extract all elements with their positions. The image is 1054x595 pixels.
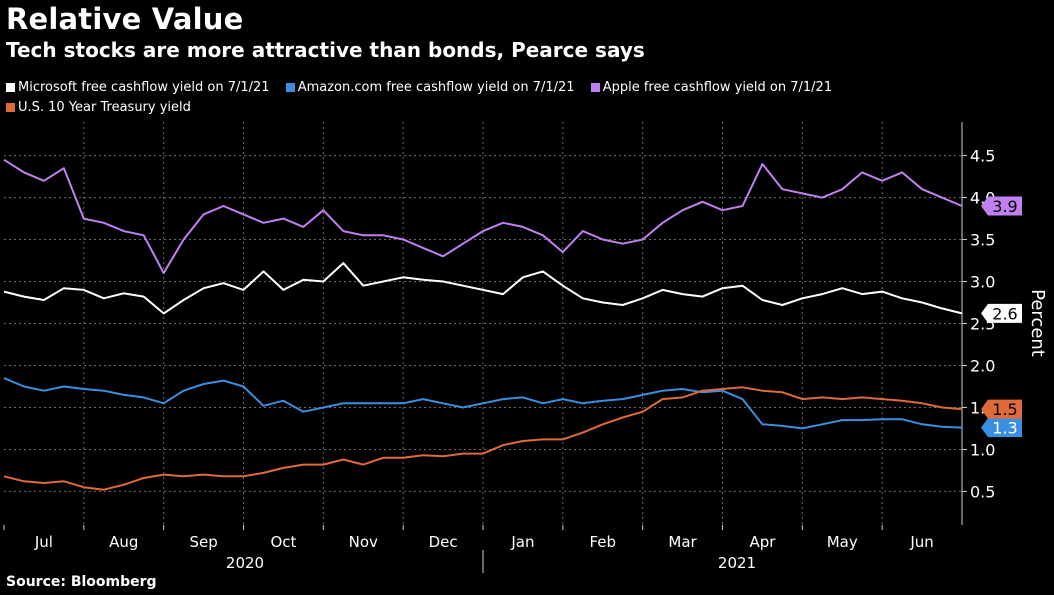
legend-item-microsoft: Microsoft free cashflow yield on 7/1/21 — [6, 78, 270, 97]
x-tick-label-nov: Nov — [349, 533, 378, 551]
end-label-tag-2 — [981, 196, 1022, 216]
end-label-value-3: 1.5 — [992, 400, 1017, 419]
end-label-value-1: 1.3 — [992, 419, 1017, 438]
x-tick-label-jun: Jun — [909, 533, 933, 551]
y-tick-label-2.0: 2.0 — [970, 356, 995, 375]
end-label-value-0: 2.6 — [992, 304, 1017, 323]
y-tick-label-3.5: 3.5 — [970, 231, 995, 250]
x-tick-label-sep: Sep — [189, 533, 217, 551]
legend-swatch-amazon — [285, 83, 295, 92]
x-year-label-2020: 2020 — [226, 554, 264, 572]
x-tick-label-feb: Feb — [589, 533, 616, 551]
chart-title: Relative Value — [6, 2, 244, 36]
x-tick-label-dec: Dec — [429, 533, 458, 551]
legend: Microsoft free cashflow yield on 7/1/21 … — [6, 78, 1006, 118]
x-tick-label-jul: Jul — [34, 533, 53, 551]
series-line-0 — [3, 262, 963, 315]
legend-item-amazon: Amazon.com free cashflow yield on 7/1/21 — [285, 78, 575, 97]
end-label-tag-0 — [981, 303, 1022, 323]
x-tick-label-aug: Aug — [109, 533, 138, 551]
x-tick-label-may: May — [827, 533, 858, 551]
series-line-3 — [3, 386, 963, 491]
source-note: Source: Bloomberg — [6, 574, 157, 590]
x-year-label-2021: 2021 — [718, 554, 756, 572]
series-line-2 — [3, 158, 963, 275]
y-axis-label: Percent — [1027, 289, 1048, 357]
x-tick-label-oct: Oct — [270, 533, 296, 551]
x-tick-label-mar: Mar — [668, 533, 697, 551]
legend-label-amazon: Amazon.com free cashflow yield on 7/1/21 — [297, 80, 575, 95]
legend-label-treasury: U.S. 10 Year Treasury yield — [18, 100, 191, 115]
y-tick-label-4.5: 4.5 — [970, 147, 995, 166]
y-tick-label-0.5: 0.5 — [970, 482, 995, 501]
y-tick-label-1.0: 1.0 — [970, 440, 995, 459]
legend-label-microsoft: Microsoft free cashflow yield on 7/1/21 — [18, 80, 270, 95]
y-tick-label-3.0: 3.0 — [970, 273, 995, 292]
legend-item-apple: Apple free cashflow yield on 7/1/21 — [590, 78, 833, 97]
legend-swatch-apple — [590, 83, 600, 92]
legend-swatch-treasury — [6, 103, 15, 112]
legend-label-apple: Apple free cashflow yield on 7/1/21 — [602, 80, 833, 95]
x-tick-label-apr: Apr — [749, 533, 776, 551]
chart-subtitle: Tech stocks are more attractive than bon… — [6, 38, 645, 62]
legend-swatch-microsoft — [6, 83, 15, 92]
x-tick-label-jan: Jan — [510, 533, 534, 551]
end-label-value-2: 3.9 — [992, 197, 1017, 216]
end-label-tag-3 — [981, 399, 1022, 419]
series-line-1 — [3, 377, 963, 430]
legend-item-treasury: U.S. 10 Year Treasury yield — [6, 98, 191, 117]
end-label-tag-1 — [981, 418, 1022, 438]
